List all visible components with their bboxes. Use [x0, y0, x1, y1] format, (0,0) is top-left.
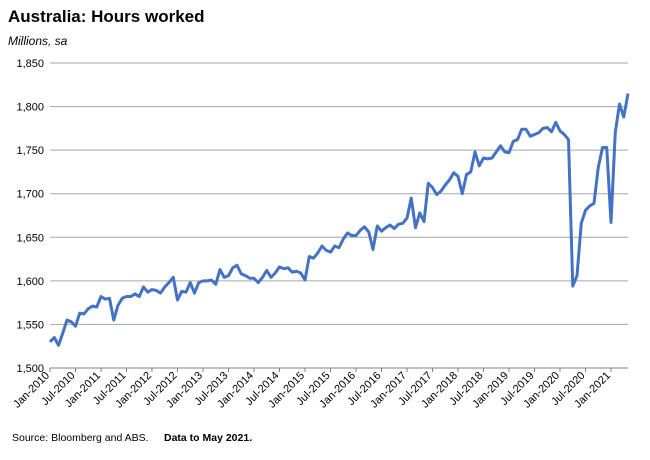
chart-subtitle: Millions, sa: [8, 34, 68, 48]
chart-title: Australia: Hours worked: [8, 7, 205, 26]
source-note: Source: Bloomberg and ABS.: [12, 432, 149, 444]
y-tick-label: 1,500: [16, 363, 44, 375]
y-tick-label: 1,600: [16, 276, 44, 288]
data-line: [48, 93, 630, 347]
y-tick-label: 1,800: [16, 102, 44, 114]
y-tick-label: 1,550: [16, 319, 44, 331]
y-tick-label: 1,700: [16, 189, 44, 201]
y-tick-label: 1,850: [16, 58, 44, 70]
y-tick-label: 1,650: [16, 232, 44, 244]
y-tick-label: 1,750: [16, 145, 44, 157]
data-note: Data to May 2021.: [164, 432, 252, 444]
